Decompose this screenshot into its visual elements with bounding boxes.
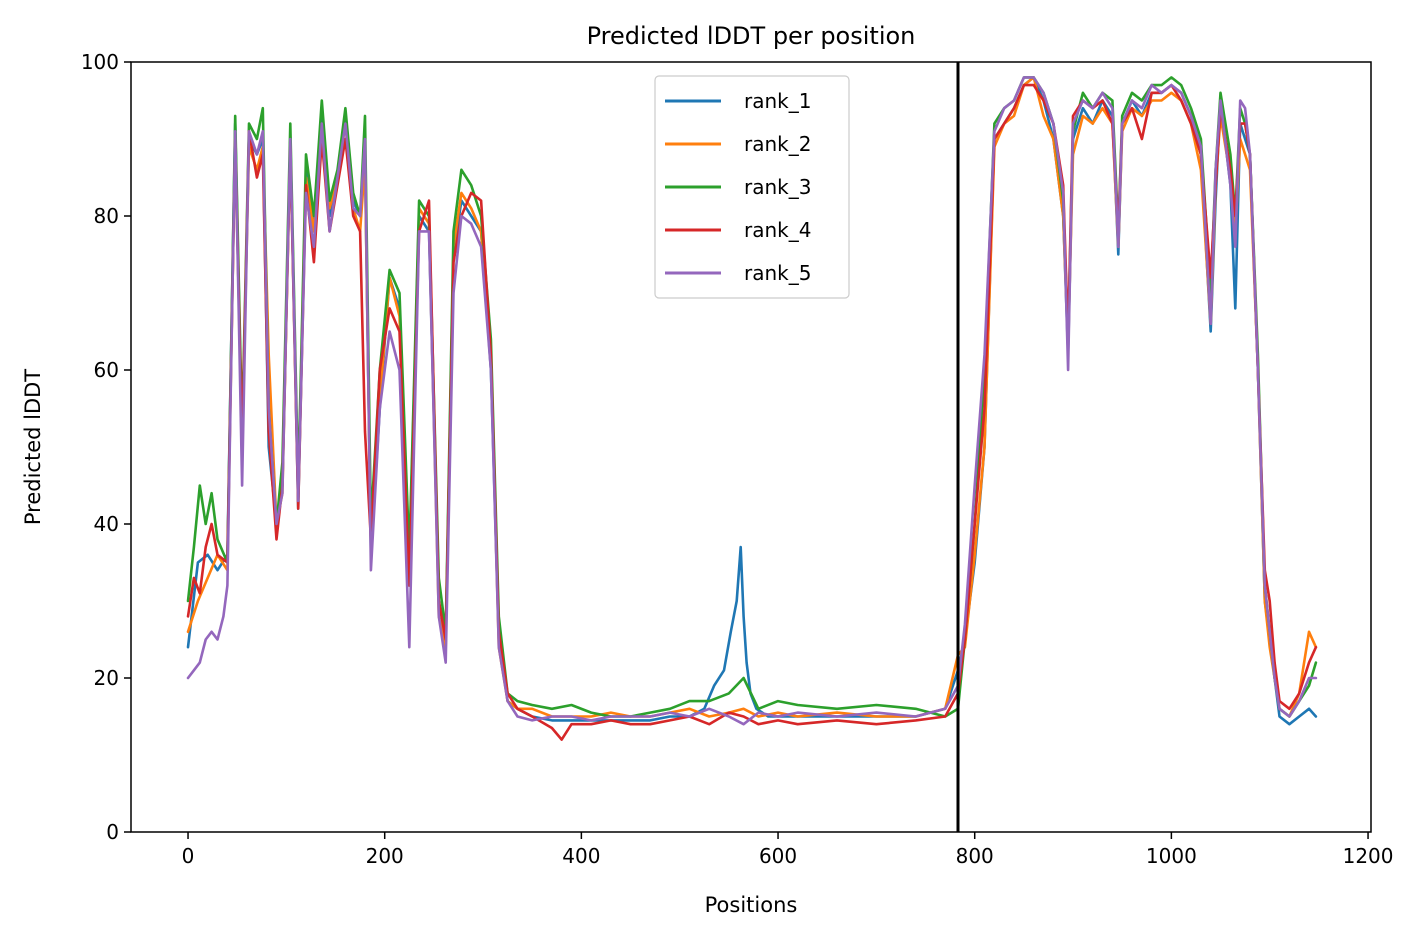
series-line-rank_5 [186,76,1318,726]
plot-area [186,62,1318,832]
legend-label-rank_4: rank_4 [744,218,811,242]
legend-label-rank_3: rank_3 [744,175,811,199]
y-axis: 0 20 40 60 80 100 [81,50,131,844]
y-tick-label: 80 [94,204,119,228]
legend: rank_1 rank_2 rank_3 rank_4 rank_5 [654,75,850,299]
series-line-rank_4 [186,83,1318,741]
x-axis: 0 200 400 600 800 1000 1200 [182,832,1394,868]
series-layer [186,76,1318,741]
axes-frame [130,61,1372,833]
legend-label-rank_2: rank_2 [744,132,811,156]
chart-title: Predicted lDDT per position [587,22,916,50]
y-tick-label: 100 [81,50,119,74]
x-tick-label: 800 [956,844,994,868]
x-tick-label: 600 [759,844,797,868]
x-tick-label: 0 [182,844,195,868]
x-tick-label: 200 [366,844,404,868]
y-axis-label: Predicted lDDT [21,369,45,525]
x-axis-label: Positions [705,893,798,917]
legend-label-rank_5: rank_5 [744,261,811,285]
y-tick-label: 60 [94,358,119,382]
x-tick-label: 1200 [1343,844,1394,868]
y-tick-label: 40 [94,512,119,536]
x-tick-label: 400 [562,844,600,868]
legend-label-rank_1: rank_1 [744,89,811,113]
legend-box [654,75,850,299]
y-tick-label: 20 [94,666,119,690]
series-line-rank_3 [186,76,1318,718]
y-tick-label: 0 [106,820,119,844]
x-tick-label: 1000 [1146,844,1197,868]
